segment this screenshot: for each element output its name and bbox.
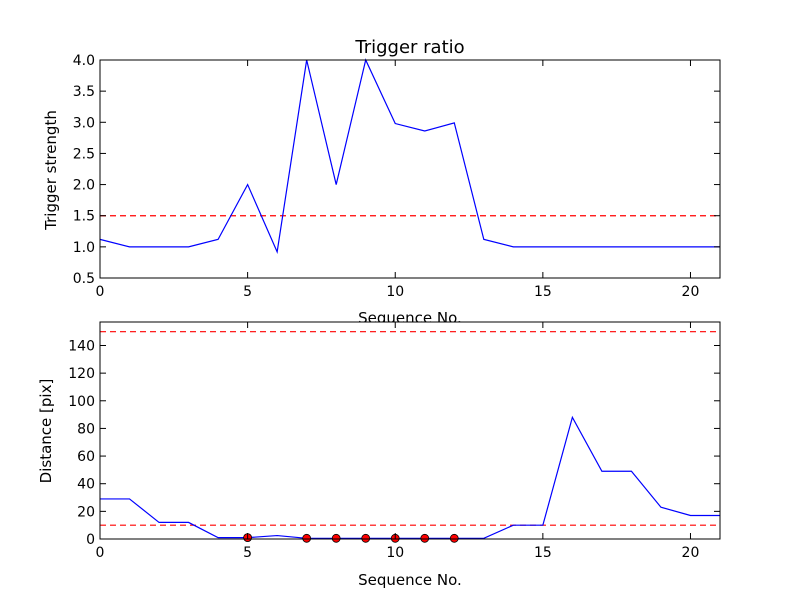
y-tick-label: 0.5 (73, 271, 95, 287)
data-point-marker (420, 533, 430, 543)
data-point-marker (449, 533, 459, 543)
y-tick-label: 1.0 (73, 240, 95, 256)
x-tick-label: 0 (96, 545, 105, 561)
x-tick-label: 15 (534, 545, 552, 561)
y-tick-label: 20 (77, 504, 95, 520)
y-tick-label: 2.0 (73, 178, 95, 194)
y-axis-label: Distance [pix] (37, 379, 55, 484)
x-tick-label: 5 (243, 284, 252, 300)
y-tick-label: 1.5 (73, 209, 95, 225)
y-tick-label: 40 (77, 477, 95, 493)
y-tick-label: 4.0 (73, 53, 95, 69)
x-tick-label: 10 (386, 545, 404, 561)
x-axis-label: Sequence No. (358, 571, 462, 589)
data-point-marker (331, 533, 341, 543)
y-tick-label: 100 (68, 394, 95, 410)
y-tick-label: 0 (86, 532, 95, 548)
axes-frame (99, 321, 721, 540)
x-tick-label: 5 (243, 545, 252, 561)
x-tick-label: 20 (682, 545, 700, 561)
y-tick-label: 60 (77, 449, 95, 465)
y-tick-label: 3.0 (73, 115, 95, 131)
y-tick-label: 80 (77, 421, 95, 437)
y-tick-label: 2.5 (73, 146, 95, 162)
y-tick-label: 3.5 (73, 84, 95, 100)
x-tick-label: 10 (386, 284, 404, 300)
distance-chart: Sequence No. Distance [pix] 0 5 10 15 20 0 20 4… (37, 321, 721, 589)
y-axis-label: Trigger strength (42, 110, 60, 231)
x-tick-label: 20 (682, 284, 700, 300)
y-tick-label: 120 (68, 366, 95, 382)
plot-area (100, 60, 720, 278)
data-point-marker (361, 533, 371, 543)
data-point-marker (302, 533, 312, 543)
series-line-0 (100, 415, 720, 539)
trigger-ratio-chart: Trigger ratio Sequence No. Trigger stren… (42, 37, 721, 327)
series-line-0 (99, 58, 720, 254)
x-tick-label: 0 (96, 284, 105, 300)
axes-frame (99, 59, 721, 279)
chart-title: Trigger ratio (354, 37, 464, 58)
x-tick-label: 15 (534, 284, 552, 300)
plot-area (100, 322, 720, 539)
y-tick-label: 140 (68, 338, 95, 354)
